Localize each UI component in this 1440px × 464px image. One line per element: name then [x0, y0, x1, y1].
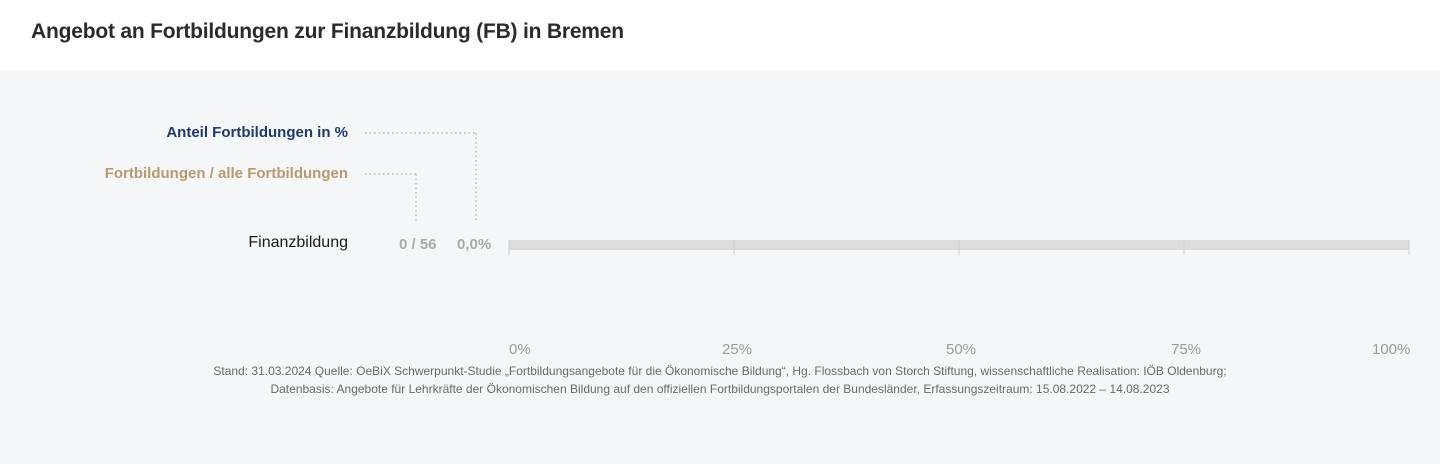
- footnote-source: Stand: 31.03.2024 Quelle: OeBiX Schwerpu…: [213, 364, 1227, 378]
- chart-canvas: [365, 132, 1410, 255]
- share-value-label: 0,0%: [457, 236, 492, 253]
- x-tick-label: 100%: [1372, 341, 1411, 358]
- x-tick-label: 75%: [1171, 341, 1202, 358]
- legend-share-label: Anteil Fortbildungen in %: [166, 124, 348, 141]
- x-tick-label: 25%: [722, 341, 753, 358]
- chart-panel: Anteil Fortbildungen in % Fortbildungen …: [0, 70, 1440, 464]
- count-value-label: 0 / 56: [399, 236, 437, 253]
- x-tick-label: 50%: [946, 341, 977, 358]
- footnote-data-basis: Datenbasis: Angebote für Lehrkräfte der …: [270, 382, 1170, 396]
- tick-group: [508, 240, 1410, 255]
- chart-title: Angebot an Fortbildungen zur Finanzbildu…: [31, 20, 624, 43]
- category-label: Finanzbildung: [248, 234, 348, 251]
- x-tick-label: 0%: [509, 341, 531, 358]
- legend-count-label: Fortbildungen / alle Fortbildungen: [104, 165, 348, 182]
- chart-header: Angebot an Fortbildungen zur Finanzbildu…: [0, 0, 1440, 70]
